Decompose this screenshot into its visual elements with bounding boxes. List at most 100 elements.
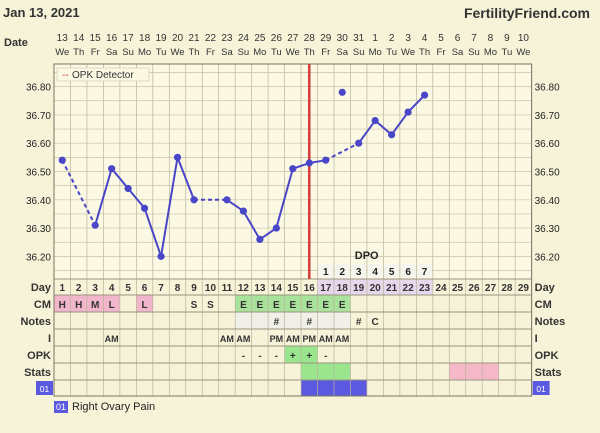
date-label: 26 [271,33,283,44]
symbol-cell [350,380,367,396]
weekday-label: Mo [369,47,382,58]
note-mark: # [274,317,280,328]
cm-cell [54,295,71,312]
date-label: 7 [471,33,477,44]
weekday-label: Sa [106,47,118,58]
temp-point [404,108,412,116]
date-label: 27 [287,33,299,44]
weekday-label: We [516,47,530,58]
day-number: 8 [175,283,181,294]
row-label: I [48,333,51,345]
intercourse-mark: PM [270,334,284,344]
stats-green-cell [333,363,351,380]
day-number: 17 [320,283,332,294]
cm-letter: E [240,300,247,311]
cm-letter: S [191,300,198,311]
temp-point [58,156,66,164]
date-label: 16 [106,33,118,44]
temp-line-segment [176,156,195,201]
weekday-label: Tu [156,47,167,58]
temp-point [355,139,363,147]
day-number: 1 [59,283,65,294]
weekday-label: Tu [502,47,513,58]
temp-line-segment [374,119,393,136]
day-number: 4 [109,283,115,294]
weekday-label: We [286,47,300,58]
weekday-label: Sa [336,47,348,58]
weekday-label: Su [468,47,480,58]
notes-cell [251,312,269,329]
dpo-number-bg [318,264,333,277]
weekday-label: Su [122,47,134,58]
temp-point [289,165,297,173]
opk-mark: + [306,351,312,362]
temp-line-segment [325,142,360,162]
cm-cell [284,295,302,312]
day-number: 11 [222,283,233,294]
note-mark: # [356,317,362,328]
y-tick-label: 36.30 [535,224,560,235]
site-name: FertilityFriend.com [463,5,590,21]
opk-detector-legend [56,67,150,82]
date-label: 4 [422,33,428,44]
weekday-label: Su [353,47,365,58]
cm-cell [317,295,334,312]
row-label: OPK [27,350,51,362]
row-label: Stats [535,367,562,379]
stats-pink-cell [465,363,483,380]
date-label: 20 [172,33,184,44]
date-label: 10 [518,33,530,44]
dpo-day-cell [350,279,367,295]
day-number: 23 [419,283,431,294]
dpo-day-cell [383,279,400,295]
cm-letter: H [75,300,82,311]
temp-line-segment [143,207,163,257]
temp-point [91,221,99,229]
cm-cell [103,295,120,312]
cm-letter: E [289,300,296,311]
notes-cell [284,312,302,329]
stats-pink-cell [449,363,466,380]
y-tick-label: 36.20 [535,252,560,263]
temp-line-segment [275,168,294,229]
date-label: 31 [353,33,365,44]
y-tick-label: 36.70 [26,111,51,122]
day-number: 14 [271,283,283,294]
stats-green-cell [317,363,334,380]
date-label: 28 [304,33,316,44]
cm-cell [70,295,87,312]
cm-cell [86,295,104,312]
weekday-label: Fr [91,47,100,58]
day-number: 6 [142,283,148,294]
date-label: 29 [320,33,332,44]
dpo-day-cell [333,279,351,295]
date-label: 1 [372,33,378,44]
temp-line-segment [110,168,129,190]
y-tick-label: 36.40 [26,196,51,207]
y-tick-label: 36.70 [535,111,560,122]
cm-letter: E [322,300,329,311]
dpo-number-bg [400,264,416,277]
note-mark: # [307,317,313,328]
temp-point [190,196,198,204]
temp-point [124,184,132,193]
weekday-label: Fr [321,47,330,58]
day-number: 22 [403,283,415,294]
legend-text: Right Ovary Pain [72,401,156,413]
dpo-number: 3 [356,267,362,278]
date-label: 23 [221,33,233,44]
temp-line-segment [242,210,261,240]
dpo-number-bg [417,264,432,277]
cm-letter: M [91,300,99,311]
date-label: 30 [337,33,349,44]
day-number: 7 [158,283,164,294]
dpo-number-bg [334,264,350,277]
date-label: 3 [405,33,411,44]
day-number: 20 [370,283,382,294]
date-label: 19 [155,33,167,44]
opk-mark: + [290,351,296,362]
dpo-number: 5 [389,267,395,278]
temp-point [322,156,330,164]
chart-frame [53,63,533,397]
